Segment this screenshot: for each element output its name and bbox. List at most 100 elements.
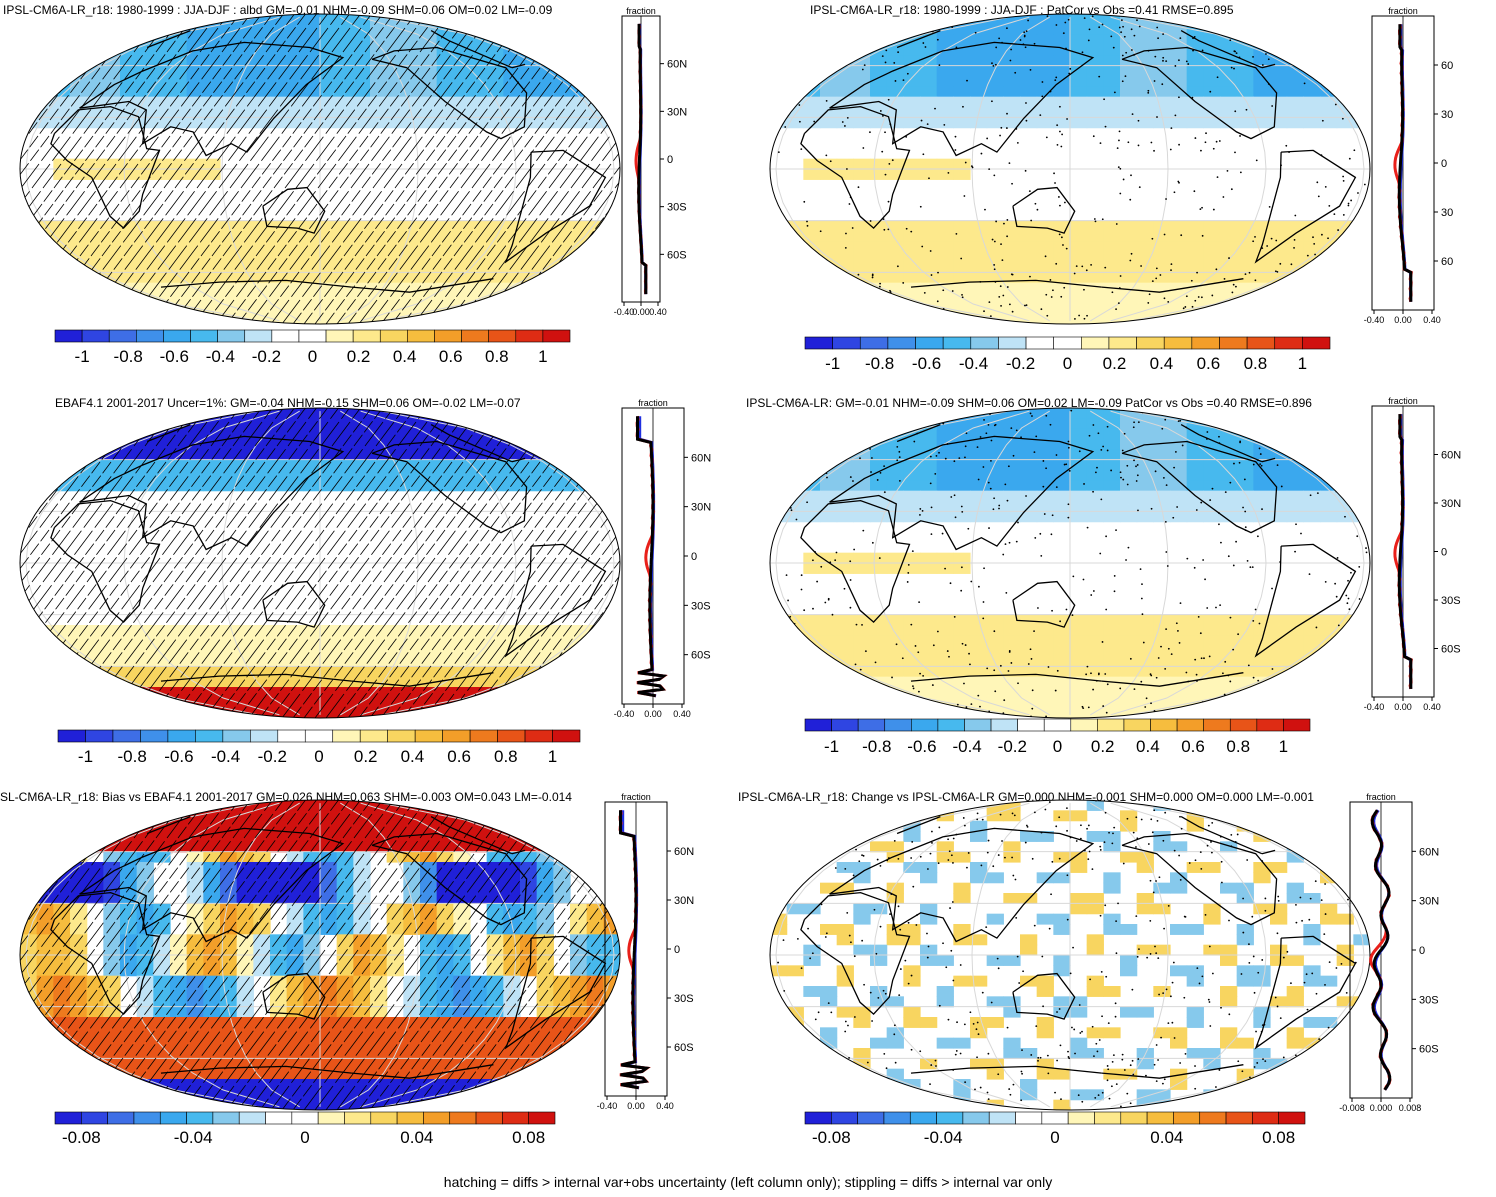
field-cell: [386, 231, 404, 242]
field-cell: [1353, 76, 1370, 87]
field-cell: [803, 490, 821, 502]
field-cell: [1053, 303, 1071, 315]
graticule-lon: [1110, 410, 1267, 716]
field-cell: [20, 1068, 38, 1080]
field-cell: [1286, 55, 1304, 67]
field-cell: [1053, 1068, 1071, 1080]
field-cell: [520, 656, 538, 667]
field-cell: [1053, 810, 1071, 822]
field-cell: [1336, 293, 1354, 304]
field-cell: [203, 86, 221, 98]
field-cell: [1020, 428, 1038, 440]
field-cell: [1153, 107, 1171, 118]
field-cell: [220, 975, 238, 987]
field-cell: [820, 303, 838, 315]
field-cell: [120, 820, 138, 832]
field-cell: [586, 262, 604, 273]
field-cell: [603, 418, 620, 430]
field-cell: [820, 676, 838, 688]
field-cell: [970, 820, 988, 832]
field-cell: [336, 428, 354, 440]
field-cell: [403, 666, 421, 678]
field-cell: [1353, 55, 1370, 67]
field-cell: [1053, 107, 1071, 118]
field-cell: [353, 262, 371, 273]
field-cell: [1186, 862, 1204, 873]
field-cell: [1353, 24, 1370, 36]
field-cell: [270, 282, 288, 294]
field-cell: [120, 851, 138, 863]
field-cell: [853, 459, 871, 471]
field-cell: [420, 303, 438, 315]
field-cell: [803, 625, 821, 636]
field-cell: [1320, 272, 1338, 284]
field-cell: [1053, 76, 1071, 87]
field-cell: [353, 800, 371, 811]
field-cell: [236, 666, 254, 678]
field-cell: [853, 241, 871, 253]
field-cell: [603, 666, 620, 678]
field-cell: [253, 303, 271, 315]
colorbar-swatch: [1176, 718, 1204, 732]
field-cell: [586, 903, 604, 915]
field-cell: [1270, 687, 1288, 698]
field-cell: [553, 635, 571, 647]
field-cell: [320, 1068, 338, 1080]
field-cell: [803, 501, 821, 512]
field-cell: [20, 656, 38, 667]
field-cell: [870, 169, 888, 180]
field-cell: [120, 645, 138, 657]
field-cell: [1086, 986, 1104, 997]
field-cell: [586, 666, 604, 678]
field-cell: [1053, 1006, 1071, 1018]
field-cell: [303, 697, 321, 709]
field-cell: [303, 65, 321, 77]
field-cell: [836, 645, 854, 657]
field-cell: [903, 282, 921, 294]
field-cell: [553, 293, 571, 304]
field-cell: [153, 1048, 171, 1059]
field-cell: [936, 293, 954, 304]
field-cell: [1320, 439, 1338, 450]
field-cell: [470, 282, 488, 294]
field-cell: [353, 996, 371, 1008]
field-cell: [1020, 635, 1038, 647]
field-cell: [1053, 707, 1071, 718]
field-cell: [436, 428, 454, 440]
field-cell: [370, 24, 388, 36]
field-cell: [320, 1079, 338, 1090]
field-cell: [536, 851, 554, 863]
field-cell: [536, 76, 554, 87]
field-cell: [836, 459, 854, 471]
field-cell: [1303, 820, 1321, 832]
field-cell: [236, 893, 254, 904]
colorbar-swatch: [107, 1111, 135, 1125]
field-cell: [836, 635, 854, 647]
field-cell: [186, 955, 204, 966]
field-cell: [386, 1079, 404, 1090]
field-cell: [520, 1068, 538, 1080]
field-cell: [903, 666, 921, 678]
field-cell: [853, 862, 871, 873]
field-cell: [53, 851, 71, 863]
field-cell: [936, 552, 954, 564]
field-cell: [303, 241, 321, 253]
field-cell: [336, 913, 354, 925]
field-cell: [1120, 656, 1138, 667]
field-cell: [1086, 1048, 1104, 1059]
field-cell: [1053, 614, 1071, 626]
field-cell: [1286, 107, 1304, 118]
field-cell: [603, 65, 620, 77]
field-cell: [1236, 501, 1254, 512]
field-cell: [986, 418, 1004, 430]
field-cell: [853, 55, 871, 67]
footer-note: hatching = diffs > internal var+obs unce…: [443, 1174, 1053, 1190]
field-cell: [386, 851, 404, 863]
field-cell: [403, 882, 421, 894]
field-cell: [1270, 65, 1288, 77]
field-cell: [820, 687, 838, 698]
field-cell: [886, 158, 904, 170]
field-cell: [186, 965, 204, 977]
graticule-lon: [1090, 410, 1169, 716]
field-cell: [503, 656, 521, 667]
